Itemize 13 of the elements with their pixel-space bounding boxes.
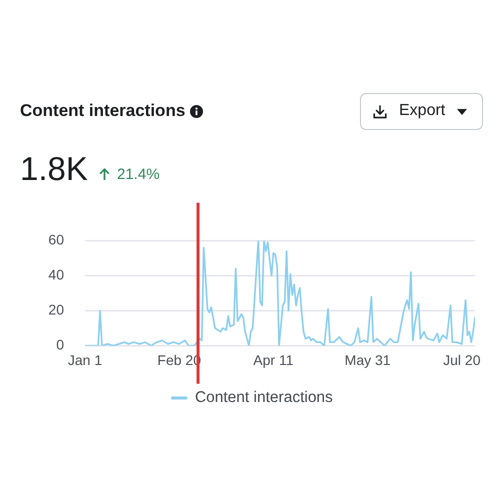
y-tick-label: 40: [48, 266, 64, 283]
y-tick-label: 60: [48, 232, 64, 248]
x-tick-label: May 31: [344, 352, 391, 368]
text: 21.4%: [117, 166, 160, 183]
text: 1.8K: [20, 150, 88, 187]
y-tick-label: 20: [48, 302, 64, 318]
x-tick-label: Apr 11: [253, 352, 294, 368]
y-tick-label: 0: [56, 336, 64, 353]
x-tick-label: Jul 20: [443, 352, 481, 368]
chart-title: Content interactions: [20, 101, 186, 121]
text: Export: [399, 102, 446, 120]
x-tick-label: Jan 1: [68, 352, 102, 368]
legend-label: Content interactions: [194, 389, 334, 406]
